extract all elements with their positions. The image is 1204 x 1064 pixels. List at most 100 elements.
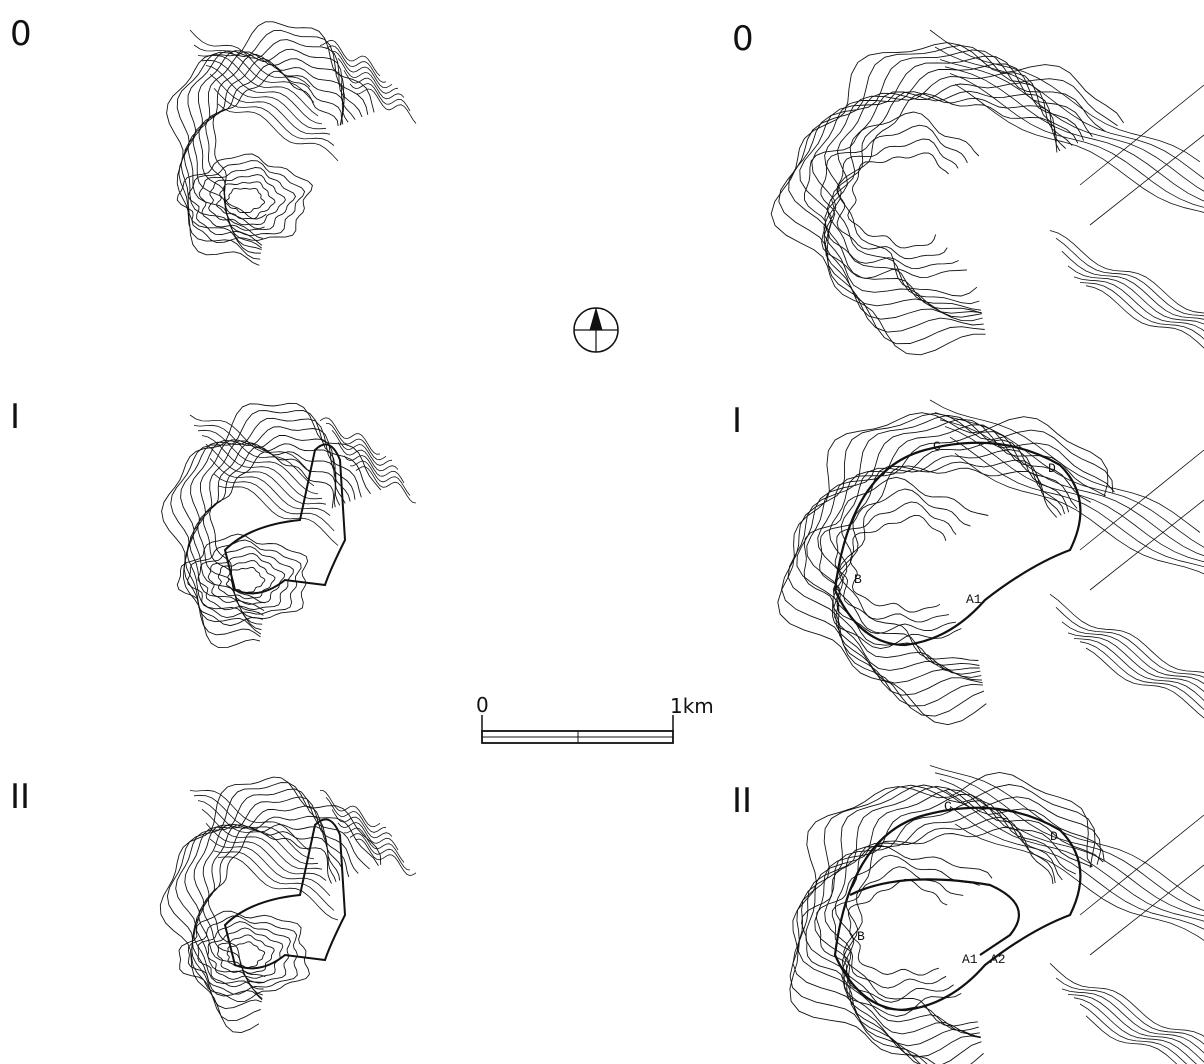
contour-line <box>1067 632 1204 692</box>
contour-line <box>1079 282 1204 340</box>
contour-line <box>817 431 1078 678</box>
contour-line <box>217 560 276 600</box>
contour-line <box>201 59 323 125</box>
map-annotation: B <box>857 929 865 944</box>
contour-line <box>1079 84 1204 226</box>
contour-line <box>213 473 335 532</box>
contour-line <box>811 63 1085 318</box>
contour-line <box>326 423 387 461</box>
contour-line <box>949 436 1204 568</box>
contour-line <box>805 789 1104 1058</box>
contour-line <box>355 466 417 504</box>
contour-line <box>349 83 411 112</box>
contour-line <box>187 51 349 249</box>
contour-line <box>159 776 382 1034</box>
map-annotation: C <box>944 799 952 814</box>
contour-line <box>826 90 1067 311</box>
contour-line <box>331 809 393 839</box>
contour-line <box>176 29 369 260</box>
contour-line <box>192 53 345 246</box>
contour-line <box>216 181 276 220</box>
contour-line <box>849 514 947 613</box>
contour-line <box>929 765 1201 902</box>
contour-line <box>197 921 291 988</box>
map-annotation: A2 <box>990 952 1006 967</box>
contour-line <box>929 29 1201 163</box>
contour-line <box>789 771 1093 1064</box>
contour-line <box>1079 1003 1188 1064</box>
contour-line <box>787 414 1115 707</box>
contour-line <box>198 167 297 231</box>
contour-line <box>325 45 387 83</box>
map-annotation: A1 <box>962 952 978 967</box>
contour-line <box>205 823 327 881</box>
contour-line <box>337 822 399 851</box>
contour-line <box>843 826 1054 1027</box>
contour-line <box>213 850 335 911</box>
contour-line <box>934 46 1204 180</box>
contour-line <box>193 424 315 487</box>
contour-line <box>319 417 381 455</box>
contour-line <box>832 449 1066 671</box>
annotations: C D B A1 C D B A1 A2 <box>854 439 1058 967</box>
contour-line <box>343 455 405 484</box>
contour-line <box>343 70 405 100</box>
contour-line <box>197 54 319 117</box>
contour-line <box>954 452 1204 575</box>
contour-line <box>1085 647 1204 719</box>
contour-line <box>1079 449 1204 591</box>
contour-line <box>183 48 356 251</box>
phase-label: I <box>732 401 742 441</box>
phase-label: I <box>10 397 20 437</box>
contour-line <box>831 866 964 989</box>
contour-line <box>834 501 957 623</box>
scale-bar: 0 1km <box>476 693 714 744</box>
contour-line <box>1073 638 1204 701</box>
contour-line <box>197 546 294 611</box>
contour-line <box>180 39 363 254</box>
contour-line <box>209 458 331 516</box>
contour-line <box>356 88 417 124</box>
contour-line <box>209 73 331 135</box>
enclosure-wall <box>849 878 1020 956</box>
contour-line <box>195 815 344 996</box>
contour-line <box>944 426 1204 563</box>
contour-line <box>178 910 310 1003</box>
contour-line <box>337 442 399 472</box>
contour-line <box>789 784 1096 1064</box>
map-annotation: C <box>933 439 941 454</box>
contour-line <box>1055 607 1204 678</box>
contour-line <box>1055 977 1204 1045</box>
contour-line <box>939 59 1204 192</box>
contour-line <box>197 442 341 616</box>
contour-line <box>954 823 1204 941</box>
contour-line <box>205 443 327 505</box>
contour-line <box>166 21 375 266</box>
contour-line <box>824 82 1073 314</box>
contour-line <box>777 412 1109 726</box>
contour-line <box>192 805 350 1000</box>
contour-line <box>1055 237 1204 317</box>
contour-line <box>332 51 393 89</box>
contour-line <box>201 808 323 870</box>
contour-line <box>170 410 371 638</box>
contour-line <box>217 934 275 974</box>
contour-line <box>944 789 1204 922</box>
phase-label: 0 <box>732 19 754 59</box>
contour-line <box>198 824 341 990</box>
contour-line <box>804 111 980 279</box>
contour-line <box>209 838 331 897</box>
contour-line <box>217 856 339 921</box>
contour-line <box>1073 276 1204 332</box>
contour-line <box>1067 994 1204 1063</box>
contour-line <box>319 39 381 77</box>
contour-line <box>189 789 311 852</box>
contour-line <box>954 83 1204 213</box>
contour-line <box>189 414 311 473</box>
contour-line <box>788 49 1106 333</box>
contour-line <box>820 124 968 270</box>
contour-line <box>939 419 1204 557</box>
contour-line <box>331 429 393 466</box>
contour-line <box>778 44 1118 345</box>
